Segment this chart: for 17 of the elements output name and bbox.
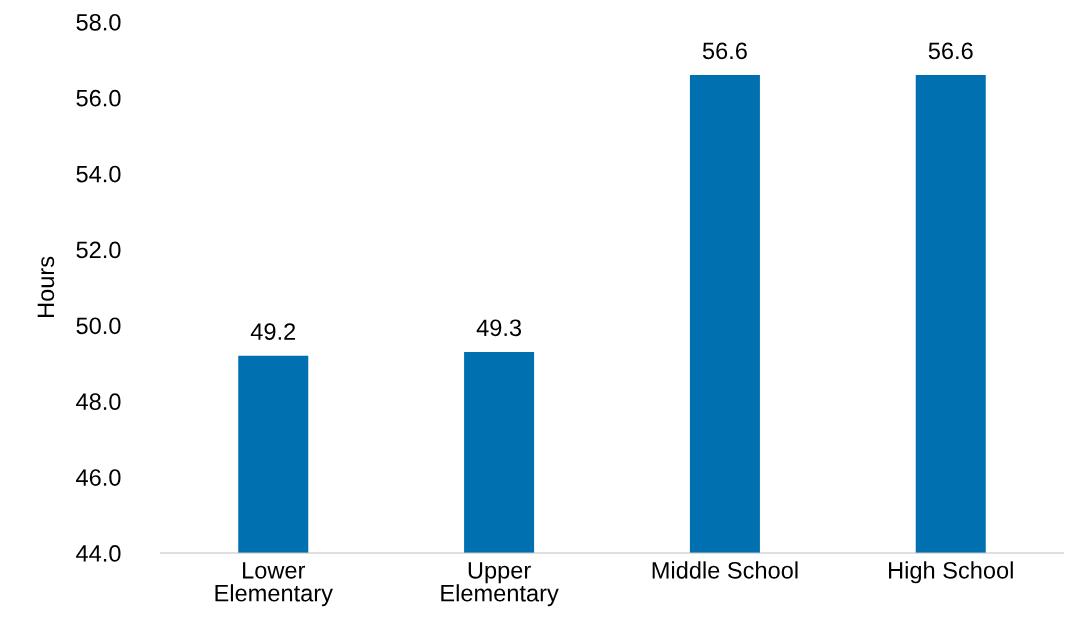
y-tick-label: 46.0	[76, 469, 121, 486]
data-label: 49.3	[476, 319, 522, 337]
y-tick-label: 48.0	[76, 393, 121, 411]
x-tick-label: High School	[889, 561, 1013, 584]
x-tick-label: Middle School	[652, 561, 798, 579]
data-label: 56.6	[702, 42, 747, 60]
y-tick-label: 52.0	[76, 241, 121, 259]
y-tick-label: 54.0	[76, 165, 121, 183]
data-label: 49.2	[250, 323, 296, 340]
y-tick-label: 56.0	[76, 89, 121, 107]
y-tick-label: 58.0	[76, 13, 121, 31]
x-tick-label: Upper Elementary	[441, 562, 559, 607]
y-axis-title: Hours	[37, 256, 55, 317]
x-tick-label: Lower Elementary	[215, 562, 333, 607]
data-label: 56.6	[928, 42, 973, 60]
y-tick-label: 50.0	[76, 317, 121, 335]
y-tick-label: 44.0	[76, 545, 121, 562]
